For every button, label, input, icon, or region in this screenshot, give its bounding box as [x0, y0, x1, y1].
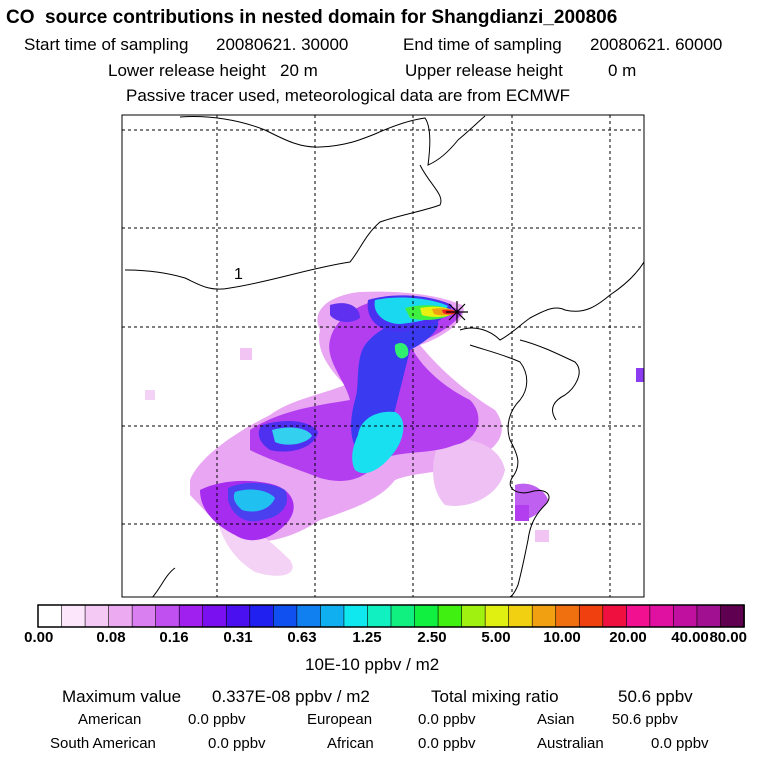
colorbar-segment: [155, 604, 181, 628]
plume-blue-spot-west: [330, 303, 360, 322]
colorbar-segment: [178, 604, 204, 628]
colorbar-segment: [61, 604, 86, 628]
plume-patch-east: [433, 438, 505, 506]
map-frame: [121, 114, 645, 598]
colorbar-segment: [484, 604, 510, 628]
colorbar-tick-label: 0.63: [287, 629, 317, 646]
lower-release-label: Lower release height: [108, 61, 266, 80]
colorbar-tick-label: 1.25: [352, 629, 382, 646]
total-mixing-value: 50.6 ppbv: [618, 687, 693, 706]
colorbar-segment: [108, 604, 133, 628]
region-asian-name: Asian: [537, 711, 575, 728]
region-european-name: European: [307, 711, 373, 728]
colorbar: [37, 604, 745, 628]
region-australian-name: Australian: [537, 735, 604, 752]
colorbar-segment: [273, 604, 298, 628]
colorbar-segment: [696, 604, 722, 628]
speck: [240, 348, 252, 360]
colorbar-segment: [320, 604, 345, 628]
plume-field: [145, 291, 644, 576]
colorbar-segment: [296, 604, 322, 628]
colorbar-tick-label: 0.00: [24, 629, 54, 646]
colorbar-segment: [649, 604, 675, 628]
colorbar-segment: [673, 604, 698, 628]
colorbar-tick-label: 10.00: [543, 629, 581, 646]
colorbar-tick-label: 20.00: [609, 629, 647, 646]
colorbar-tick-label: 5.00: [481, 629, 511, 646]
colorbar-segment: [555, 604, 581, 628]
colorbar-segment: [37, 604, 63, 628]
upper-release-label: Upper release height: [405, 61, 563, 80]
region-asian-value: 50.6 ppbv: [612, 711, 678, 728]
colorbar-segment: [84, 604, 110, 628]
colorbar-unit: 10E-10 ppbv / m2: [305, 655, 440, 674]
map-gridlines: [122, 115, 644, 597]
max-value: 0.337E-08 ppbv / m2: [212, 687, 370, 706]
colorbar-segment: [367, 604, 392, 628]
region-south-american-name: South American: [50, 735, 156, 752]
colorbar-segment: [202, 604, 228, 628]
colorbar-segment: [225, 604, 251, 628]
contour-label: 1: [234, 266, 243, 283]
tracer-note: Passive tracer used, meteorological data…: [126, 86, 571, 105]
colorbar-tick-label: 40.00: [671, 629, 709, 646]
colorbar-segment: [461, 604, 486, 628]
plume-cyan-south: [352, 411, 404, 474]
map-title: CO source contributions in nested domain…: [6, 7, 618, 28]
lower-release-value: 20 m: [280, 61, 318, 80]
upper-release-value: 0 m: [608, 61, 637, 80]
speck: [535, 530, 549, 542]
region-european-value: 0.0 ppbv: [418, 711, 476, 728]
colorbar-frame: [37, 604, 745, 628]
colorbar-segment: [578, 604, 604, 628]
end-time-label: End time of sampling: [403, 35, 562, 54]
colorbar-tick-label: 80.00: [709, 629, 748, 646]
colorbar-segment: [390, 604, 416, 628]
colorbar-segment: [720, 604, 745, 628]
start-time-label: Start time of sampling: [24, 35, 189, 54]
colorbar-segment: [437, 604, 463, 628]
max-value-label: Maximum value: [62, 687, 182, 706]
region-australian-value: 0.0 ppbv: [651, 735, 709, 752]
total-mixing-label: Total mixing ratio: [431, 687, 559, 706]
colorbar-segment: [414, 604, 439, 628]
source-star-icon: [446, 301, 468, 323]
region-african-value: 0.0 ppbv: [418, 735, 476, 752]
colorbar-segment: [602, 604, 628, 628]
colorbar-segment: [343, 604, 369, 628]
colorbar-tick-label: 0.16: [159, 629, 189, 646]
coastlines: [124, 115, 644, 597]
colorbar-segment: [249, 604, 275, 628]
speck: [145, 390, 155, 400]
start-time-value: 20080621. 30000: [216, 35, 349, 54]
speck: [636, 368, 644, 382]
colorbar-segment: [531, 604, 557, 628]
speck: [515, 505, 529, 521]
region-african-name: African: [327, 735, 374, 752]
colorbar-tick-label: 2.50: [417, 629, 447, 646]
colorbar-segment: [626, 604, 651, 628]
colorbar-tick-label: 0.08: [96, 629, 126, 646]
region-american-value: 0.0 ppbv: [188, 711, 246, 728]
plume-cyan-southwest: [233, 489, 275, 512]
colorbar-segment: [131, 604, 157, 628]
plume-cyan-west: [272, 427, 312, 445]
plume-green-spot: [394, 343, 409, 359]
region-american-name: American: [78, 711, 142, 728]
colorbar-tick-label: 0.31: [223, 629, 253, 646]
colorbar-segment: [508, 604, 533, 628]
region-south-american-value: 0.0 ppbv: [208, 735, 266, 752]
end-time-value: 20080621. 60000: [590, 35, 723, 54]
